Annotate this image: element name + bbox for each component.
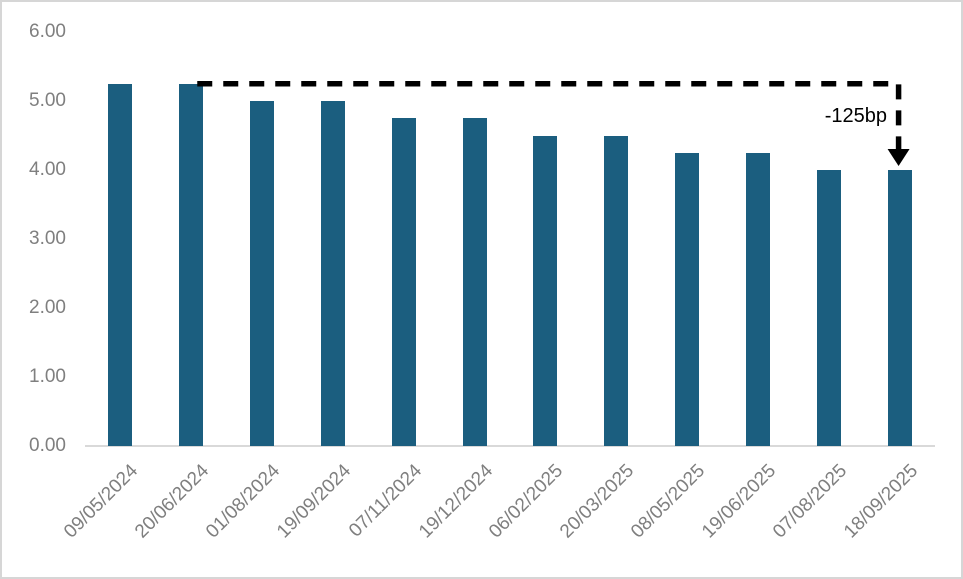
annotation-label: -125bp xyxy=(824,105,887,127)
y-tick-label: 0.00 xyxy=(29,435,66,456)
bar xyxy=(462,118,487,446)
bar xyxy=(745,152,770,446)
bar xyxy=(816,170,841,446)
y-tick-label: 3.00 xyxy=(29,228,66,249)
y-tick-label: 2.00 xyxy=(29,297,66,318)
bar xyxy=(391,118,416,446)
y-tick-label: 5.00 xyxy=(29,90,66,111)
y-tick-label: 4.00 xyxy=(29,159,66,180)
bar xyxy=(604,135,629,446)
bar xyxy=(108,83,133,446)
bar xyxy=(320,101,345,446)
y-tick-label: 1.00 xyxy=(29,366,66,387)
x-axis-line xyxy=(85,445,935,447)
bar xyxy=(533,135,558,446)
bar xyxy=(887,170,912,446)
y-tick-label: 6.00 xyxy=(29,21,66,42)
bar xyxy=(250,101,275,446)
bar xyxy=(675,152,700,446)
bar xyxy=(179,83,204,446)
